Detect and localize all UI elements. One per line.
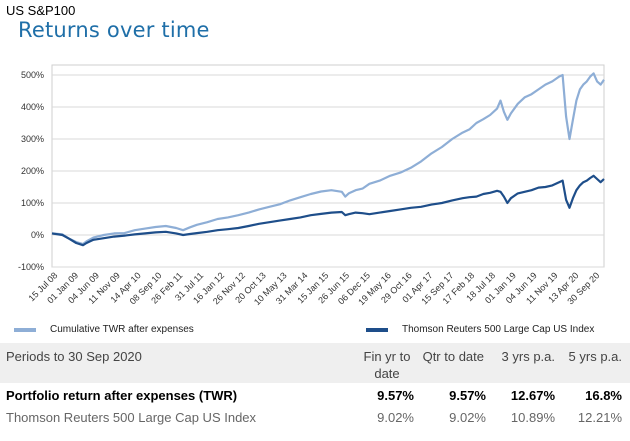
- col-5yr: 5 yrs p.a.: [568, 349, 622, 364]
- period-label: Periods to 30 Sep 2020: [6, 349, 142, 364]
- series-line-twr: [51, 72, 605, 246]
- row-index-5yr: 12.21%: [577, 410, 622, 425]
- row-portfolio-5yr: 16.8%: [585, 388, 622, 403]
- row-portfolio-3yr: 12.67%: [510, 388, 555, 403]
- row-portfolio-fin: 9.57%: [377, 388, 414, 403]
- row-index-qtr: 9.02%: [449, 410, 486, 425]
- y-tick-label: 300%: [21, 134, 44, 144]
- col-qtr: Qtr to date: [422, 349, 484, 364]
- y-tick-label: 100%: [21, 198, 44, 208]
- y-tick-label: 400%: [21, 102, 44, 112]
- legend-swatch-index: [366, 327, 388, 332]
- col-fin-yr: Fin yr to date: [362, 348, 412, 382]
- legend-label-twr: Cumulative TWR after expenses: [50, 324, 194, 335]
- row-index-label: Thomson Reuters 500 Large Cap US Index: [6, 410, 257, 425]
- y-tick-label: 0%: [31, 230, 44, 240]
- legend-item-twr: Cumulative TWR after expenses: [14, 324, 194, 335]
- series-line-index: [51, 174, 605, 247]
- col-fin-yr-line2: date: [374, 366, 400, 381]
- plot-frame: [51, 64, 605, 268]
- row-index-fin: 9.02%: [377, 410, 414, 425]
- row-portfolio-label: Portfolio return after expenses (TWR): [6, 388, 238, 403]
- legend-label-index: Thomson Reuters 500 Large Cap US Index: [402, 324, 595, 335]
- row-index-3yr: 10.89%: [510, 410, 555, 425]
- chart-title: Returns over time: [18, 18, 210, 42]
- y-tick-label: -100%: [18, 262, 44, 272]
- table-header-row: [0, 343, 630, 383]
- legend-swatch-twr: [14, 327, 36, 332]
- row-portfolio-qtr: 9.57%: [449, 388, 486, 403]
- y-tick-label: 500%: [21, 70, 44, 80]
- y-tick-label: 200%: [21, 166, 44, 176]
- legend-item-index: Thomson Reuters 500 Large Cap US Index: [366, 324, 594, 335]
- fund-name: US S&P100: [6, 3, 76, 18]
- col-3yr: 3 yrs p.a.: [501, 349, 555, 364]
- col-fin-yr-line1: Fin yr to: [363, 349, 411, 364]
